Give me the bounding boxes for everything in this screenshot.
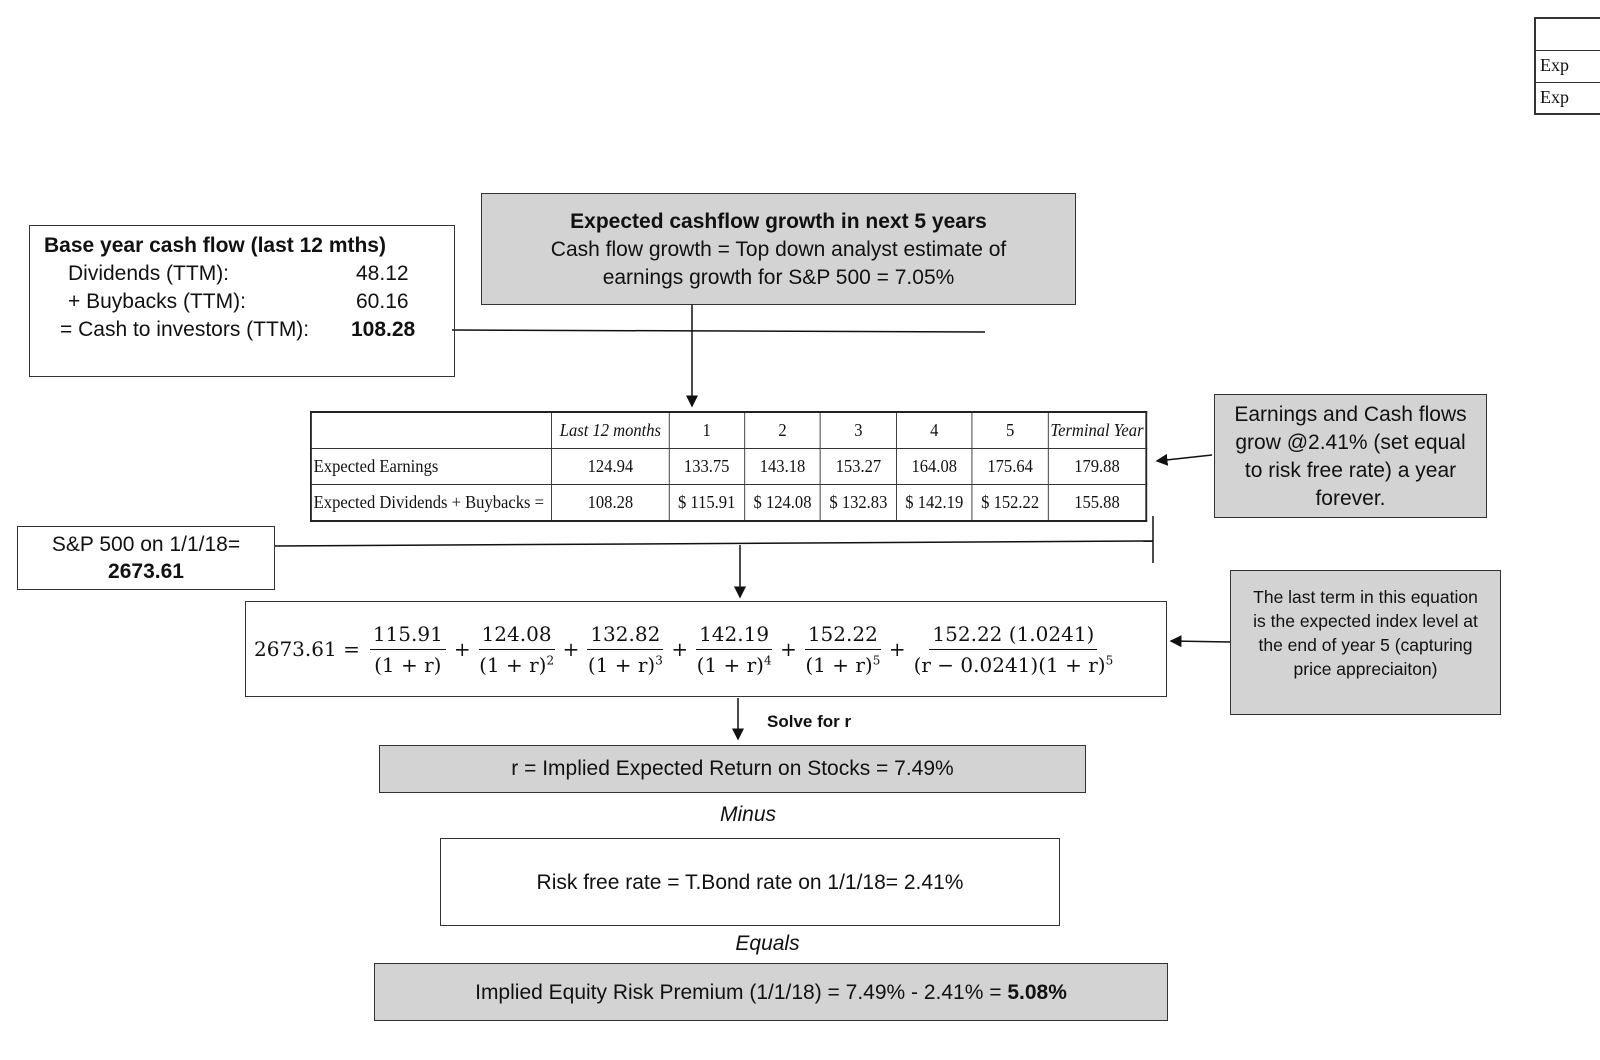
growth-line2: earnings growth for S&P 500 = 7.05% [602, 266, 955, 289]
implied-return-box: r = Implied Expected Return on Stocks = … [379, 745, 1086, 793]
denominator-base: (1 + r) [805, 652, 873, 677]
cell: 153.27 [819, 448, 897, 485]
denominator-base: (r − 0.0241)(1 + r) [913, 652, 1106, 677]
header-cell [310, 411, 553, 449]
numerator: 152.22 [804, 622, 881, 650]
last-term-note-box: The last term in this equation is the ex… [1230, 570, 1501, 715]
table-header-row: Last 12 months 1 2 3 4 5 Terminal Year [310, 411, 1147, 449]
denominator: (1 + r) [374, 650, 441, 677]
cell: 155.88 [1047, 484, 1147, 522]
numerator: 132.82 [587, 622, 664, 650]
sp500-box: S&P 500 on 1/1/18= 2673.61 [17, 526, 275, 590]
sp500-label: S&P 500 on 1/1/18= [51, 533, 241, 556]
dividends-value: 48.12 [356, 262, 409, 285]
denominator: (1 + r)4 [697, 650, 772, 677]
cell: 133.75 [668, 448, 746, 485]
solve-label: Solve for r [767, 712, 852, 731]
fraction-term: 124.08 (1 + r)2 [478, 622, 555, 677]
exponent: 5 [872, 652, 881, 667]
fraction-term: 152.22 (1 + r)5 [804, 622, 881, 677]
plus-sign: + [780, 637, 797, 661]
cell: 175.64 [971, 448, 1049, 485]
equation-lhs: 2673.61 = [254, 637, 360, 661]
equation-box: 2673.61 = 115.91 (1 + r) +124.08 (1 + r)2 +1… [245, 601, 1167, 697]
growth-line1: Cash flow growth = Top down analyst esti… [550, 238, 1007, 261]
fraction-term: 115.91 (1 + r) [369, 622, 446, 677]
cell: 108.28 [551, 484, 670, 522]
equals-label: Equals [735, 932, 800, 955]
denominator-base: (1 + r) [479, 652, 547, 677]
denominator: (1 + r)3 [588, 650, 663, 677]
cash-to-investors-label: = Cash to investors (TTM): [60, 318, 310, 341]
header-cell: 2 [744, 411, 821, 449]
row-label: Expected Earnings [310, 448, 553, 485]
cell: $ 124.08 [744, 484, 821, 522]
denominator-base: (1 + r) [696, 652, 764, 677]
exponent: 2 [546, 652, 555, 667]
cell: $ 132.83 [819, 484, 897, 522]
cash-to-investors-value: 108.28 [351, 318, 416, 341]
denominator: (r − 0.0241)(1 + r)5 [914, 650, 1114, 677]
header-cell: Last 12 months [551, 411, 670, 449]
table-row: Expected Dividends + Buybacks = 108.28 $ … [310, 484, 1147, 522]
base-cashflow-box: Base year cash flow (last 12 mths) Divid… [29, 225, 455, 377]
erp-box: Implied Equity Risk Premium (1/1/18) = 7… [374, 963, 1168, 1021]
cell: $ 152.22 [971, 484, 1049, 522]
fraction-term: 142.19 (1 + r)4 [696, 622, 773, 677]
numerator: 142.19 [696, 622, 773, 650]
sp500-value: 2673.61 [108, 560, 184, 583]
risk-free-box: Risk free rate = T.Bond rate on 1/1/18= … [440, 838, 1060, 926]
exponent: 3 [655, 652, 663, 667]
erp-text: Implied Equity Risk Premium (1/1/18) = 7… [475, 981, 1008, 1004]
header-cell: 4 [895, 411, 973, 449]
erp-value: 5.08% [1007, 981, 1067, 1004]
header-cell: Terminal Year [1047, 411, 1147, 449]
plus-sign: + [888, 637, 906, 661]
header-cell: 3 [819, 411, 897, 449]
cell: 124.94 [551, 448, 670, 485]
minus-label: Minus [719, 803, 777, 826]
equation: 2673.61 = 115.91 (1 + r) +124.08 (1 + r)2 +1… [246, 602, 1166, 696]
corner-row: Exp [1540, 87, 1569, 107]
buybacks-value: 60.16 [356, 290, 409, 313]
plus-sign: + [453, 637, 471, 661]
growth-box: Expected cashflow growth in next 5 years… [481, 193, 1076, 305]
numerator: 152.22 (1.0241) [929, 622, 1098, 650]
numerator: 115.91 [369, 622, 446, 650]
header-cell: 1 [668, 411, 746, 449]
terminal-note-box: Earnings and Cash flows grow @2.41% (set… [1214, 394, 1487, 518]
row-label: Expected Dividends + Buybacks = [310, 484, 553, 522]
cell: 164.08 [895, 448, 973, 485]
plus-sign: + [562, 637, 580, 661]
base-title: Base year cash flow (last 12 mths) [44, 234, 386, 257]
denominator-base: (1 + r) [374, 652, 442, 677]
exponent: 4 [763, 652, 772, 667]
cell: 179.88 [1047, 448, 1147, 485]
header-cell: 5 [971, 411, 1049, 449]
cell: $ 142.19 [895, 484, 973, 522]
fraction-term: 152.22 (1.0241) (r − 0.0241)(1 + r)5 [914, 622, 1114, 677]
numerator: 124.08 [478, 622, 555, 650]
buybacks-label: + Buybacks (TTM): [68, 290, 246, 313]
cell: $ 115.91 [668, 484, 746, 522]
exponent: 5 [1105, 652, 1114, 667]
corner-table: Exp Exp [1534, 17, 1600, 115]
cashflow-table: Last 12 months 1 2 3 4 5 Terminal Year E… [310, 411, 1148, 522]
plus-sign: + [671, 637, 689, 661]
growth-title: Expected cashflow growth in next 5 years [570, 210, 987, 233]
denominator: (1 + r)2 [479, 650, 554, 677]
dividends-label: Dividends (TTM): [68, 262, 230, 285]
corner-row: Exp [1536, 51, 1600, 83]
denominator: (1 + r)5 [805, 650, 880, 677]
denominator-base: (1 + r) [587, 652, 656, 677]
fraction-term: 132.82 (1 + r)3 [587, 622, 664, 677]
table-row: Expected Earnings 124.94 133.75 143.18 153.… [310, 448, 1147, 485]
cell: 143.18 [744, 448, 821, 485]
